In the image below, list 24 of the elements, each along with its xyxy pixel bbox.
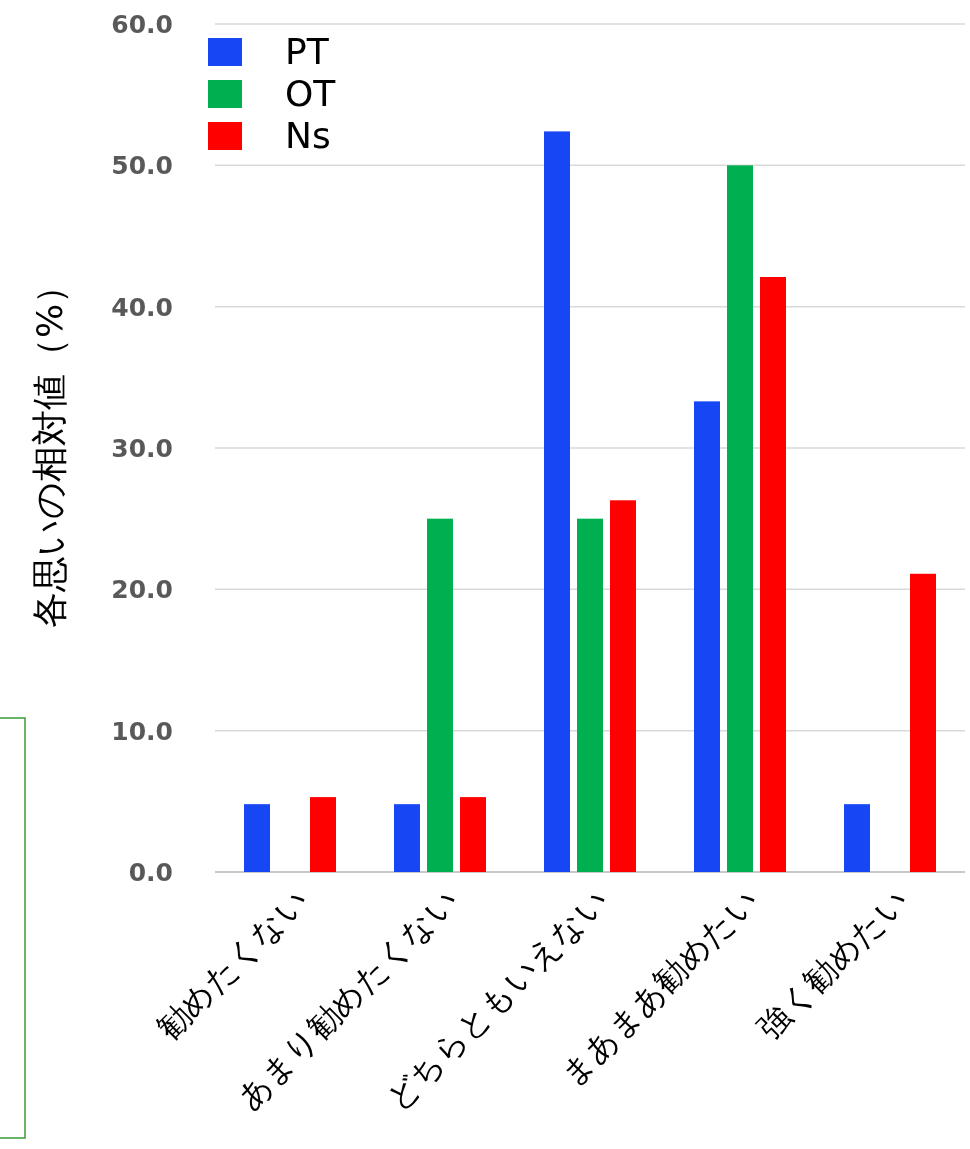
y-tick-label: 60.0 xyxy=(111,10,173,39)
bar xyxy=(910,573,936,872)
y-tick-label: 40.0 xyxy=(111,292,173,322)
legend-label: PT xyxy=(285,31,330,72)
legend-label: Ns xyxy=(285,115,331,156)
bar xyxy=(694,401,720,872)
bar xyxy=(394,804,420,872)
bar xyxy=(544,131,570,872)
y-axis-title: 各思いの相対値（%） xyxy=(29,267,70,629)
y-tick-label: 0.0 xyxy=(128,858,173,887)
bar xyxy=(460,797,486,872)
y-tick-label: 10.0 xyxy=(111,716,173,746)
bar xyxy=(244,804,270,872)
y-tick-label: 20.0 xyxy=(111,575,173,605)
y-tick-label: 50.0 xyxy=(111,151,173,181)
y-tick-label: 30.0 xyxy=(111,434,173,463)
bar xyxy=(610,500,636,872)
bar xyxy=(760,276,786,872)
bar xyxy=(727,165,753,872)
bar xyxy=(577,518,603,872)
bar xyxy=(427,518,453,872)
bar xyxy=(844,804,870,872)
legend-label: OT xyxy=(285,73,337,114)
bar xyxy=(310,797,336,872)
